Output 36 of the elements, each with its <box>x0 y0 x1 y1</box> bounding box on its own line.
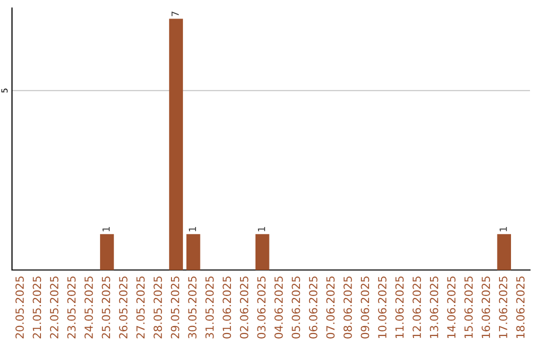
y-tick-label: 5 <box>1 88 8 93</box>
x-tick-label: 23.05.2025 <box>67 276 76 338</box>
x-tick-label: 09.06.2025 <box>360 276 370 338</box>
x-tick-label: 16.06.2025 <box>482 276 490 338</box>
data-label: 1 <box>188 227 196 232</box>
x-tick-label: 26.05.2025 <box>119 276 128 338</box>
data-label: 1 <box>258 227 266 232</box>
x-tick-label: 01.06.2025 <box>222 276 232 338</box>
x-tick-label: 21.05.2025 <box>32 276 42 338</box>
x-tick-label: 17.06.2025 <box>498 276 508 338</box>
x-tick-label: 18.06.2025 <box>516 276 525 338</box>
x-tick-label: 15.06.2025 <box>464 276 473 338</box>
x-tick-label: 07.06.2025 <box>326 276 335 338</box>
x-tick-label: 20.05.2025 <box>15 276 24 338</box>
x-tick-label: 27.05.2025 <box>136 276 145 338</box>
x-tick-label: 28.05.2025 <box>154 276 162 338</box>
x-tick-label: 06.06.2025 <box>308 276 318 338</box>
x-tick-label: 25.05.2025 <box>102 276 110 338</box>
x-tick-label: 08.06.2025 <box>344 276 352 338</box>
x-tick-label: 05.06.2025 <box>292 276 300 338</box>
x-tick-label: 11.06.2025 <box>395 276 404 338</box>
x-tick-label: 12.06.2025 <box>412 276 421 338</box>
x-tick-label: 13.06.2025 <box>430 276 438 338</box>
x-tick-label: 29.05.2025 <box>170 276 180 338</box>
x-tick-label: 22.05.2025 <box>50 276 58 338</box>
x-tick-label: 31.05.2025 <box>205 276 214 338</box>
x-tick-label: 10.06.2025 <box>378 276 386 338</box>
x-tick-label: 14.06.2025 <box>447 276 456 338</box>
data-label: 1 <box>500 227 507 232</box>
x-tick-label: 30.05.2025 <box>188 276 197 338</box>
data-label: 1 <box>102 227 110 232</box>
x-tick-label: 24.05.2025 <box>84 276 93 338</box>
x-tick-label: 03.06.2025 <box>257 276 266 338</box>
x-tick-label: 04.06.2025 <box>274 276 283 338</box>
x-tick-label: 02.06.2025 <box>240 276 248 338</box>
data-label: 7 <box>172 12 179 16</box>
